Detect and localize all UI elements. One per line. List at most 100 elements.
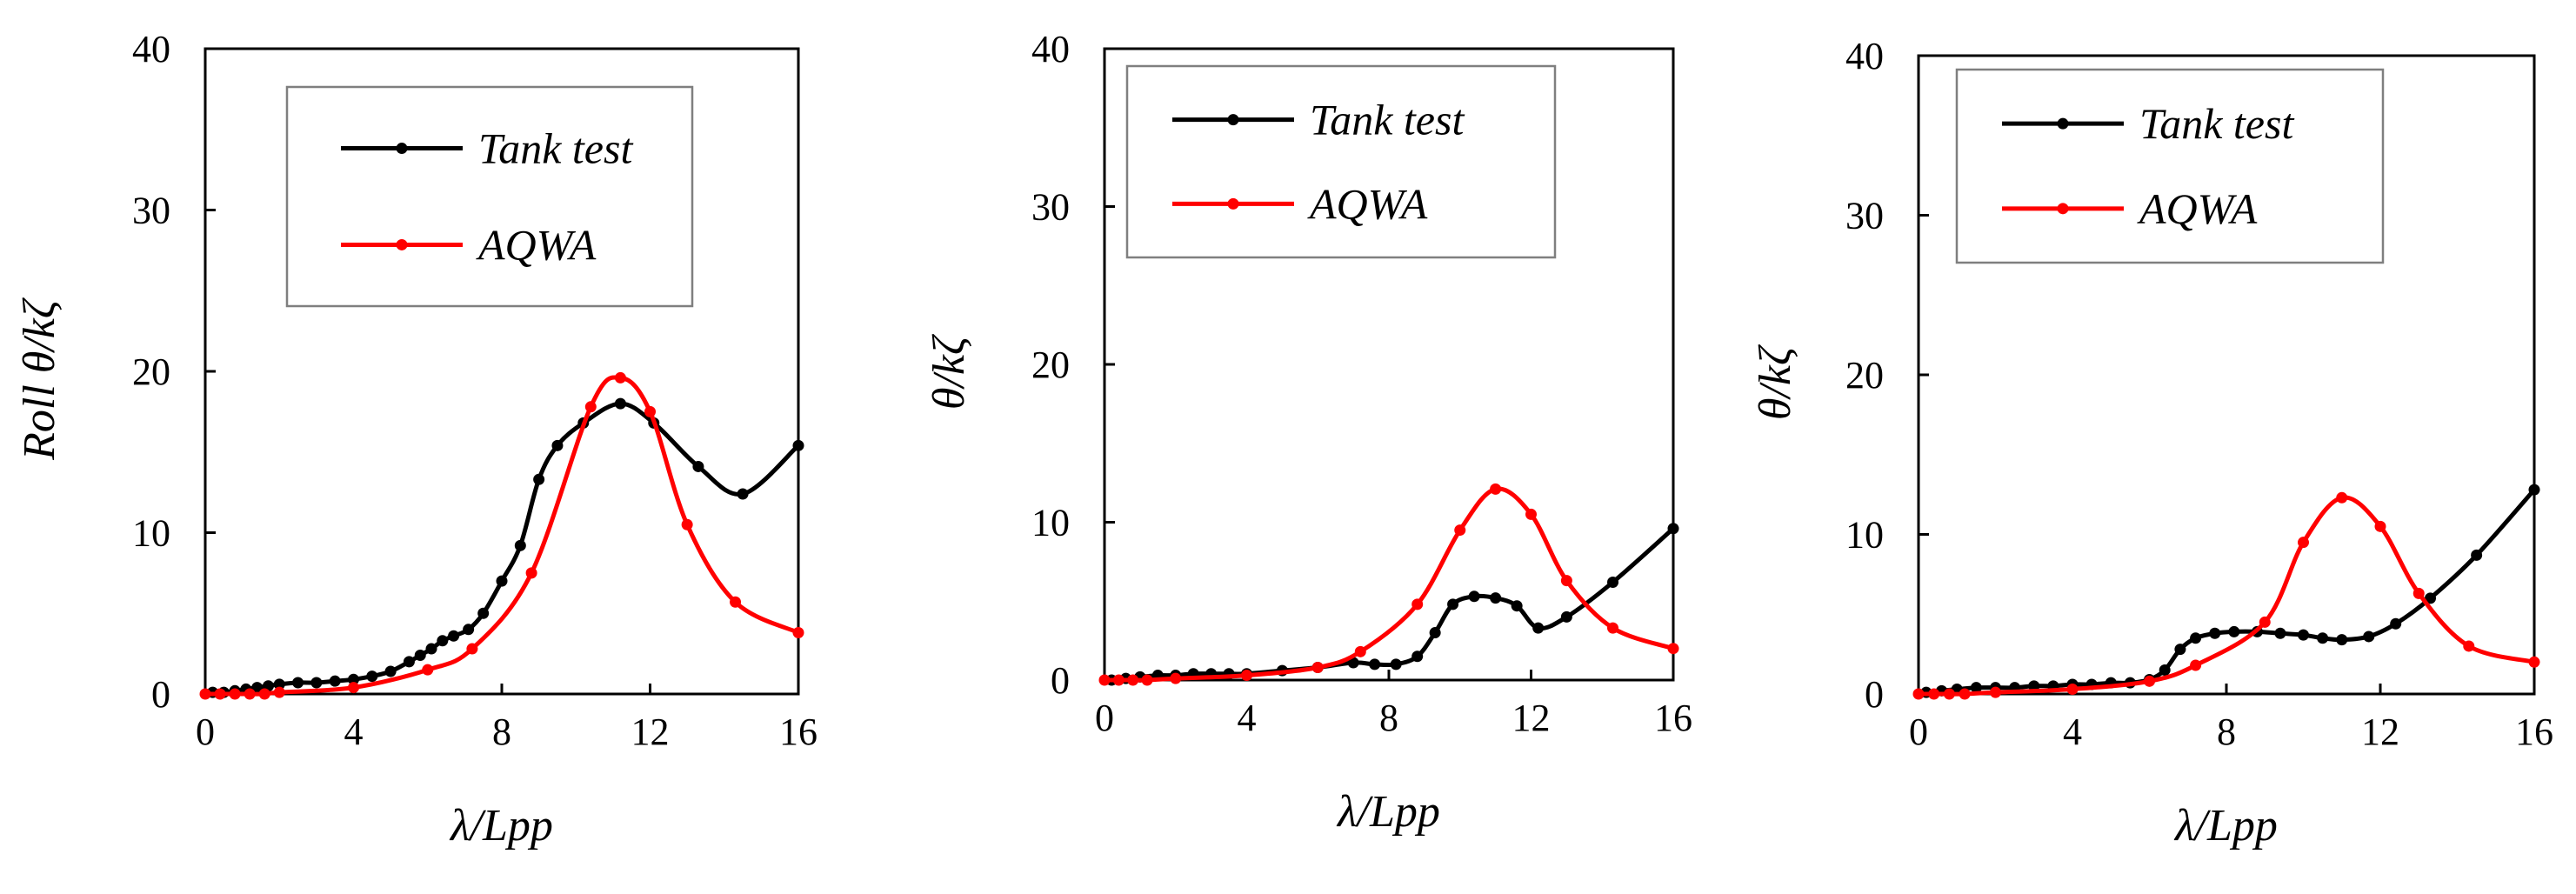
data-point	[2190, 659, 2202, 671]
data-point	[229, 688, 241, 700]
legend-label: AQWA	[1307, 179, 1428, 228]
data-point	[422, 664, 434, 676]
legend-swatch-marker	[396, 238, 408, 250]
data-point	[525, 567, 537, 579]
x-tick-label: 8	[492, 711, 511, 753]
data-point	[1390, 658, 1402, 670]
y-tick-label: 20	[1845, 354, 1884, 397]
y-axis-title: θ/kζ	[924, 334, 974, 410]
data-point	[1970, 682, 1982, 694]
x-tick-label: 0	[1909, 711, 1928, 753]
x-tick-label: 16	[2515, 711, 2553, 753]
data-point	[1490, 483, 1502, 495]
y-tick-label: 0	[1051, 659, 1070, 702]
legend-swatch-marker	[1227, 114, 1239, 126]
data-point	[1429, 627, 1441, 639]
data-point	[2209, 627, 2221, 639]
y-tick-label: 30	[1031, 186, 1070, 229]
series-line	[1924, 487, 2537, 695]
y-tick-label: 0	[151, 673, 170, 716]
data-point	[466, 643, 478, 655]
data-point	[1990, 686, 2001, 698]
series-line	[203, 375, 801, 697]
data-point	[1959, 688, 1971, 700]
data-point	[1607, 622, 1619, 634]
y-tick-label: 30	[1845, 195, 1884, 237]
legend-swatch-marker	[1227, 197, 1239, 210]
data-point	[1127, 674, 1139, 686]
data-point	[425, 643, 437, 655]
data-point	[1667, 643, 1679, 655]
data-point	[692, 460, 704, 472]
data-point	[737, 488, 749, 500]
data-point	[1112, 674, 1124, 686]
data-point	[273, 686, 285, 698]
data-point	[1411, 598, 1424, 610]
legend: Tank test AQWA	[1125, 64, 1557, 259]
data-point	[348, 673, 359, 685]
data-point	[1170, 672, 1182, 684]
data-point	[2528, 656, 2540, 668]
data-point	[273, 678, 285, 691]
legend: Tank test AQWA	[285, 85, 694, 308]
data-point	[1912, 688, 1925, 700]
data-point	[1511, 600, 1523, 612]
data-point	[514, 539, 526, 551]
data-point	[2298, 537, 2309, 549]
series-line	[1109, 526, 1676, 683]
data-point	[2144, 675, 2155, 687]
x-tick-label: 12	[1512, 697, 1551, 739]
data-point	[2336, 491, 2348, 504]
data-point	[448, 630, 460, 642]
data-point	[730, 596, 742, 608]
data-point	[348, 682, 359, 694]
y-tick-label: 40	[1845, 35, 1884, 77]
data-point	[1098, 674, 1111, 686]
data-point	[1311, 661, 1324, 673]
data-point	[292, 677, 304, 689]
chart-panel-3: 0 4 8 12 16 0 10 20 30 40 λ/Lpp θ/kζ Tank test AQWA	[1751, 35, 2553, 851]
data-point	[366, 670, 378, 683]
data-point	[2336, 634, 2348, 646]
data-point	[1532, 622, 1545, 634]
y-tick-label: 10	[1845, 514, 1884, 557]
data-point	[1928, 688, 1940, 700]
x-tick-label: 12	[2361, 711, 2399, 753]
y-axis-title: Roll θ/kζ	[15, 297, 64, 461]
data-point	[199, 688, 211, 700]
data-point	[1468, 590, 1480, 603]
legend-label: AQWA	[2137, 184, 2258, 233]
data-point	[681, 518, 693, 530]
legend-box	[285, 85, 694, 308]
y-tick-label: 40	[1031, 28, 1070, 70]
y-axis-title: θ/kζ	[1751, 344, 1800, 420]
data-point	[2528, 484, 2540, 496]
legend-swatch-marker	[396, 143, 408, 155]
data-point	[437, 635, 449, 647]
data-point	[403, 656, 415, 668]
data-point	[384, 665, 397, 677]
data-point	[644, 405, 656, 417]
data-point	[2174, 644, 2186, 656]
data-point	[1411, 650, 1424, 663]
data-point	[329, 675, 341, 687]
x-tick-label: 0	[196, 711, 215, 753]
data-point	[258, 688, 270, 700]
data-point	[2317, 632, 2329, 644]
data-point	[463, 624, 475, 636]
data-point	[251, 682, 264, 694]
legend-label: AQWA	[476, 220, 597, 269]
series-tank-test	[207, 397, 804, 698]
data-point	[792, 627, 804, 639]
y-tick-label: 20	[1031, 344, 1070, 386]
y-tick-label: 10	[132, 512, 170, 555]
data-point	[2274, 627, 2286, 639]
data-point	[1141, 674, 1153, 686]
x-tick-label: 4	[1238, 697, 1257, 739]
series-line	[1916, 495, 2537, 697]
y-tick-label: 40	[132, 28, 170, 70]
data-point	[2425, 592, 2437, 604]
data-point	[2159, 664, 2171, 676]
data-point	[584, 401, 597, 413]
legend-label: Tank test	[478, 124, 633, 173]
